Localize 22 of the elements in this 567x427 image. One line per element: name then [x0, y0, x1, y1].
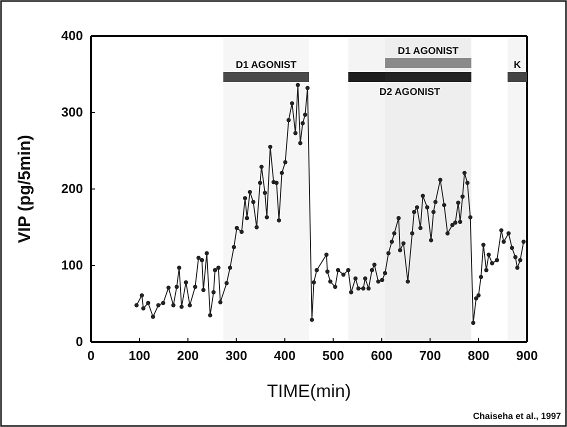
- x-tick-label: 900: [516, 348, 538, 364]
- x-tick-label: 500: [322, 348, 344, 364]
- x-tick-label: 300: [225, 348, 248, 364]
- band-label: D1 AGONIST: [236, 60, 296, 71]
- y-axis-title: VIP (pg/5min): [15, 134, 34, 244]
- x-tick-label: 800: [468, 348, 490, 364]
- x-tick-label: 100: [128, 348, 150, 364]
- x-tick-label: 400: [274, 348, 296, 364]
- band-label: D2 AGONIST: [379, 87, 440, 98]
- x-tick-label: 200: [177, 348, 199, 364]
- y-tick-label: 0: [76, 334, 83, 350]
- y-tick-label: 100: [61, 258, 83, 273]
- text: Chaiseha et al., 1997: [472, 411, 561, 421]
- x-axis-title: TIME(min): [267, 381, 351, 401]
- x-tick-label: 0: [87, 348, 95, 364]
- band-label: D1 AGONIST: [398, 46, 459, 57]
- y-tick-label: 300: [61, 104, 83, 120]
- x-tick-label: 700: [419, 348, 441, 364]
- y-tick-label: 400: [61, 28, 83, 44]
- y-tick-label: 200: [61, 181, 83, 196]
- x-tick-label: 600: [370, 348, 393, 364]
- band-label: K: [514, 60, 522, 71]
